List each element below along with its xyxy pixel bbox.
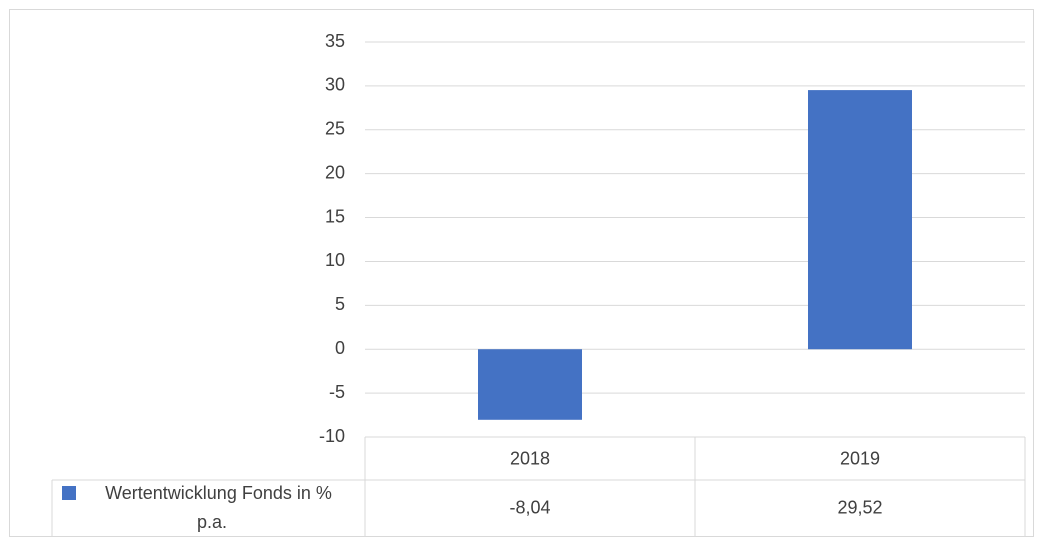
x-tick-label: 2018 <box>510 448 550 468</box>
legend-line: p.a. <box>197 512 227 532</box>
value-label: 29,52 <box>837 497 882 517</box>
bar <box>808 90 912 350</box>
y-tick-label: 30 <box>325 75 345 95</box>
bar <box>478 349 582 420</box>
y-tick-label: 0 <box>335 338 345 358</box>
y-tick-label: 25 <box>325 119 345 139</box>
legend-line: Wertentwicklung Fonds in % <box>105 483 337 503</box>
legend-label: Wertentwicklung Fonds in % p.a. <box>105 483 337 532</box>
y-tick-label: -5 <box>329 382 345 402</box>
y-tick-label: 15 <box>325 206 345 226</box>
y-tick-label: -10 <box>319 426 345 446</box>
y-tick-label: 35 <box>325 31 345 51</box>
y-tick-label: 5 <box>335 294 345 314</box>
legend-marker <box>62 486 76 500</box>
chart-border <box>9 9 1034 537</box>
x-tick-label: 2019 <box>840 448 880 468</box>
y-tick-label: 20 <box>325 162 345 182</box>
y-tick-label: 10 <box>325 250 345 270</box>
value-label: -8,04 <box>509 497 550 517</box>
